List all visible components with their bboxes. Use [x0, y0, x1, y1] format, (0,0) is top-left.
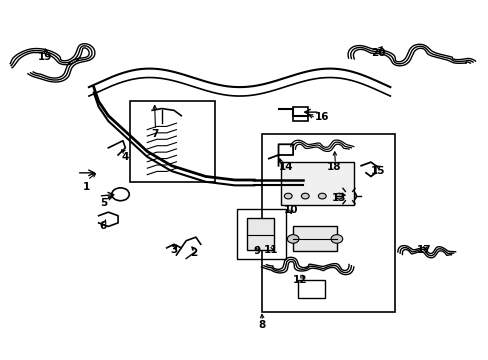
Text: 11: 11: [264, 245, 278, 255]
Text: 3: 3: [170, 245, 177, 255]
Circle shape: [335, 193, 343, 199]
Text: 14: 14: [278, 162, 292, 172]
Text: 9: 9: [253, 247, 260, 256]
Text: 15: 15: [370, 166, 385, 176]
Bar: [246, 217, 273, 249]
Text: 7: 7: [151, 129, 158, 139]
Bar: [130, 102, 215, 182]
Text: 18: 18: [326, 162, 341, 172]
Circle shape: [301, 193, 308, 199]
Bar: [237, 208, 285, 258]
Text: 6: 6: [100, 221, 107, 231]
Bar: [297, 280, 324, 298]
Text: 1: 1: [82, 182, 90, 192]
Text: 8: 8: [257, 320, 264, 330]
Bar: [292, 107, 307, 121]
Bar: [281, 162, 353, 205]
Bar: [261, 134, 394, 312]
Text: 16: 16: [314, 112, 329, 122]
Circle shape: [287, 235, 298, 243]
Text: 10: 10: [283, 205, 297, 215]
Text: 20: 20: [370, 48, 385, 58]
Text: 19: 19: [38, 52, 52, 62]
Text: 12: 12: [293, 275, 307, 285]
Text: 4: 4: [122, 152, 129, 162]
Bar: [292, 226, 336, 251]
Text: 17: 17: [416, 245, 431, 255]
Circle shape: [284, 193, 291, 199]
Circle shape: [330, 235, 342, 243]
Circle shape: [318, 193, 325, 199]
Text: 5: 5: [100, 198, 107, 208]
Text: 2: 2: [189, 248, 197, 258]
Text: 13: 13: [331, 193, 346, 203]
